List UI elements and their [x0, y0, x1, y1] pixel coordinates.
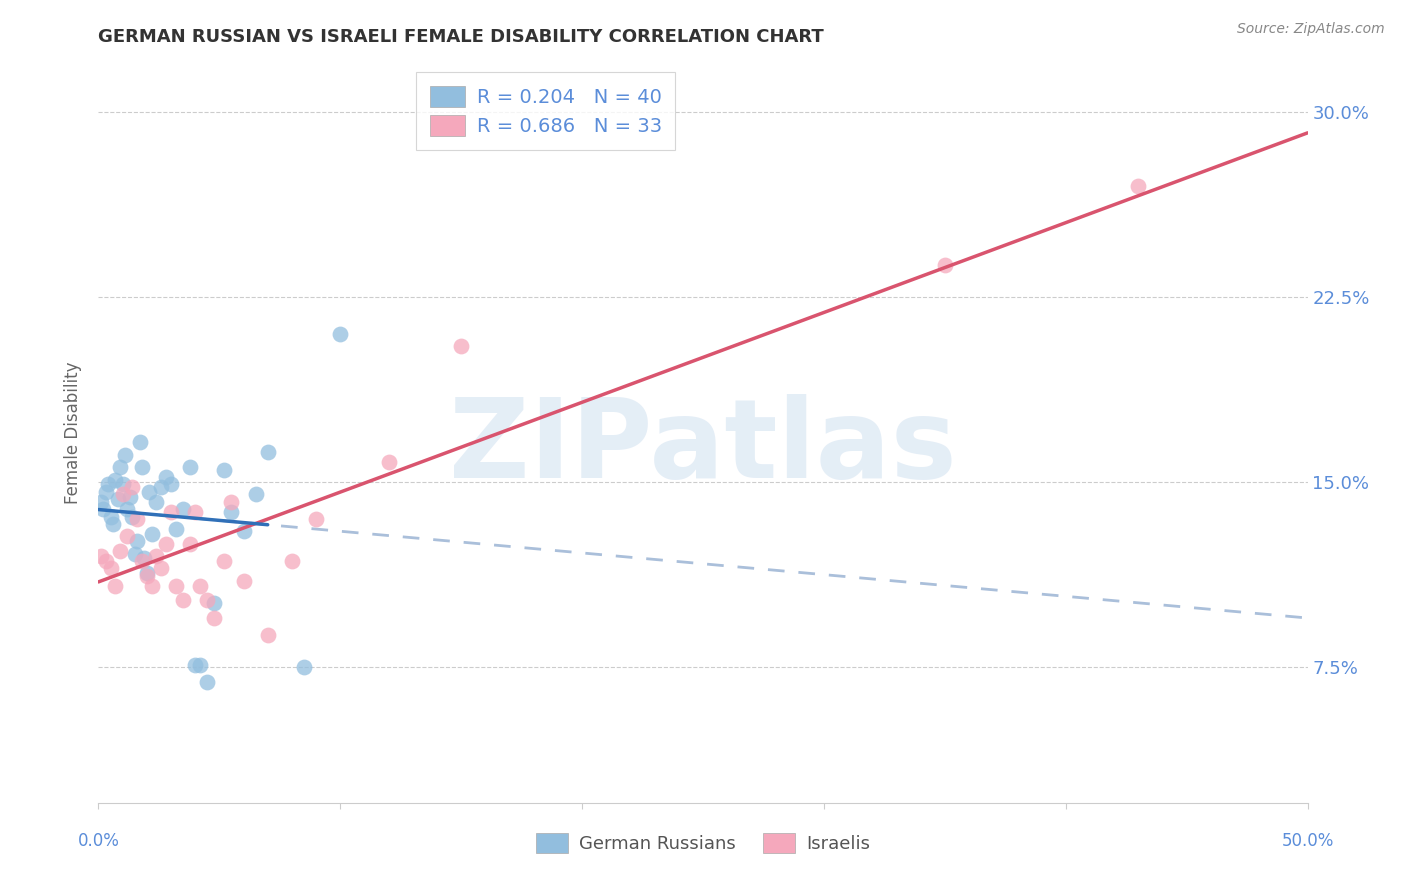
Point — [184, 657, 207, 672]
Point — [131, 460, 153, 475]
Point — [292, 660, 315, 674]
Point — [101, 516, 124, 531]
Point — [94, 484, 117, 499]
Point — [195, 593, 218, 607]
Point — [124, 547, 146, 561]
Point — [329, 326, 352, 341]
Point — [195, 674, 218, 689]
Point — [184, 505, 207, 519]
Point — [108, 544, 131, 558]
Point — [141, 579, 163, 593]
Point — [221, 505, 243, 519]
Point — [256, 445, 278, 459]
Point — [160, 505, 183, 519]
Point — [245, 487, 267, 501]
Y-axis label: Female Disability: Female Disability — [65, 361, 83, 504]
Point — [212, 462, 235, 476]
Point — [188, 657, 211, 672]
Point — [118, 490, 141, 504]
Point — [127, 512, 149, 526]
Point — [179, 536, 201, 550]
Point — [305, 512, 328, 526]
Text: 0.0%: 0.0% — [77, 832, 120, 850]
Point — [172, 593, 194, 607]
Point — [111, 477, 134, 491]
Point — [377, 455, 399, 469]
Point — [134, 551, 156, 566]
Point — [232, 574, 254, 588]
Point — [117, 502, 139, 516]
Text: Source: ZipAtlas.com: Source: ZipAtlas.com — [1237, 22, 1385, 37]
Legend: German Russians, Israelis: German Russians, Israelis — [529, 826, 877, 861]
Point — [138, 484, 160, 499]
Point — [145, 494, 167, 508]
Point — [114, 448, 136, 462]
Point — [188, 579, 211, 593]
Text: ZIPatlas: ZIPatlas — [449, 394, 957, 501]
Point — [165, 579, 187, 593]
Point — [1128, 178, 1150, 193]
Point — [160, 477, 183, 491]
Point — [135, 568, 157, 582]
Point — [100, 561, 122, 575]
Point — [107, 492, 129, 507]
Point — [212, 554, 235, 568]
Point — [97, 477, 120, 491]
Point — [172, 502, 194, 516]
Point — [150, 480, 173, 494]
Point — [121, 480, 143, 494]
Point — [90, 549, 112, 563]
Point — [108, 460, 131, 475]
Point — [204, 610, 226, 624]
Point — [90, 494, 112, 508]
Point — [256, 628, 278, 642]
Point — [141, 526, 163, 541]
Point — [150, 561, 173, 575]
Point — [165, 522, 187, 536]
Point — [934, 258, 956, 272]
Point — [104, 473, 127, 487]
Point — [450, 339, 472, 353]
Point — [145, 549, 167, 563]
Point — [131, 554, 153, 568]
Point — [117, 529, 139, 543]
Text: 50.0%: 50.0% — [1281, 832, 1334, 850]
Point — [281, 554, 304, 568]
Point — [221, 494, 243, 508]
Point — [121, 509, 143, 524]
Text: GERMAN RUSSIAN VS ISRAELI FEMALE DISABILITY CORRELATION CHART: GERMAN RUSSIAN VS ISRAELI FEMALE DISABIL… — [98, 28, 824, 45]
Point — [179, 460, 201, 475]
Point — [91, 502, 114, 516]
Point — [128, 435, 150, 450]
Point — [111, 487, 134, 501]
Point — [155, 470, 177, 484]
Point — [155, 536, 177, 550]
Point — [232, 524, 254, 539]
Point — [100, 509, 122, 524]
Point — [204, 596, 226, 610]
Point — [94, 554, 117, 568]
Point — [104, 579, 127, 593]
Point — [135, 566, 157, 581]
Point — [127, 534, 149, 549]
